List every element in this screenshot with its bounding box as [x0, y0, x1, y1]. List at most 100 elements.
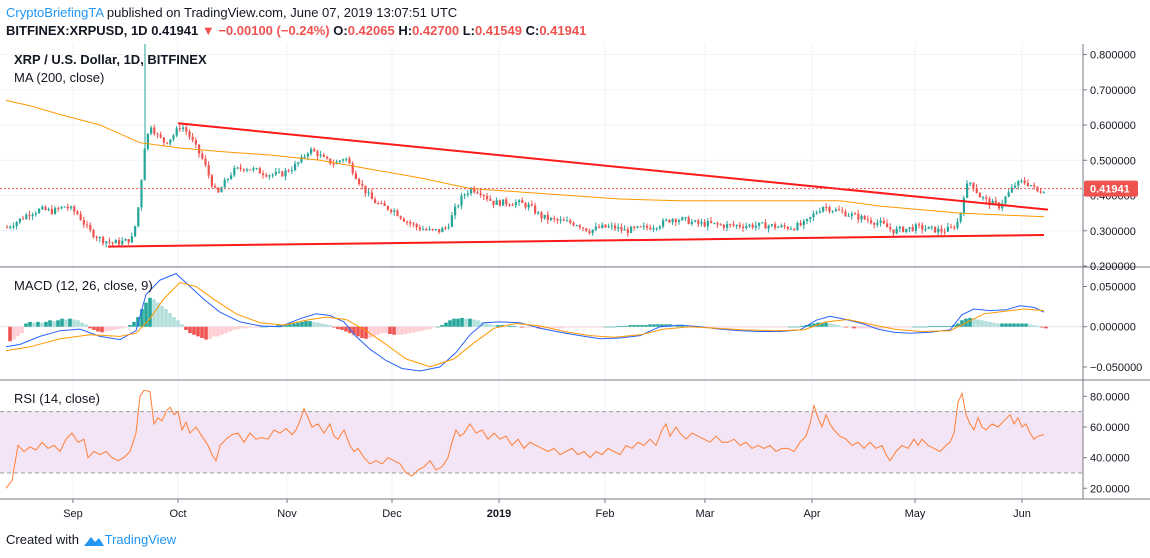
macd-hist-bar — [508, 325, 512, 327]
macd-hist-bar — [452, 318, 456, 327]
candle-body — [569, 220, 572, 223]
candle-body — [703, 222, 706, 227]
candle-body — [662, 220, 665, 227]
candle-body — [130, 236, 133, 243]
candle-body — [1020, 180, 1023, 182]
macd-hist-bar — [576, 326, 580, 328]
macd-pane: MACD (12, 26, close, 9) — [0, 273, 1083, 372]
price-axis[interactable]: 0.8000000.7000000.6000000.5000000.400000… — [1083, 50, 1136, 273]
candle-body — [524, 203, 527, 208]
candle-body — [102, 237, 105, 244]
macd-hist-bar — [612, 326, 616, 328]
macd-hist-bar — [24, 323, 28, 327]
candle-body — [610, 225, 613, 227]
macd-hist-bar — [428, 326, 432, 330]
macd-hist-bar — [724, 326, 728, 328]
macd-hist-bar — [464, 318, 468, 327]
candle-body — [956, 221, 959, 228]
macd-hist-bar — [720, 326, 724, 328]
macd-hist-bar — [440, 325, 444, 327]
candle-body — [79, 214, 82, 221]
candle-body — [812, 213, 815, 218]
candle-body — [351, 163, 354, 174]
macd-hist-bar — [800, 325, 804, 327]
candle-body — [895, 228, 898, 234]
candle-body — [783, 225, 786, 227]
macd-hist-bar — [132, 321, 136, 327]
candle-body — [764, 222, 767, 229]
candle-body — [562, 219, 565, 221]
candle-body — [780, 225, 783, 227]
candle-body — [370, 192, 373, 200]
macd-hist-bar — [1040, 326, 1044, 328]
macd-hist-bar — [956, 323, 960, 327]
macd-hist-bar — [984, 321, 988, 327]
candle-body — [809, 217, 812, 219]
macd-hist-bar — [172, 317, 176, 327]
chart-area[interactable]: XRP / U.S. Dollar, 1D, BITFINEX MA (200,… — [0, 44, 1150, 529]
macd-hist-bar — [240, 326, 244, 329]
candle-body — [668, 219, 671, 223]
rsi-tick-label: 40.0000 — [1090, 453, 1130, 465]
candle-body — [345, 158, 348, 160]
candle-body — [265, 174, 268, 177]
macd-hist-bar — [484, 323, 488, 327]
candle-body — [713, 222, 716, 224]
candle-body — [447, 226, 450, 228]
candle-body — [226, 178, 229, 180]
price-tick-label: 0.200000 — [1090, 261, 1136, 273]
macd-hist-bar — [416, 326, 420, 332]
time-axis[interactable]: Sep Oct Nov Dec 2019 Feb Mar Apr May Jun — [63, 499, 1031, 520]
rsi-pane-title: RSI (14, close) — [14, 391, 100, 406]
candle-body — [198, 144, 201, 154]
macd-hist-bar — [784, 326, 788, 328]
macd-hist-bar — [84, 324, 88, 327]
tradingview-brand-link[interactable]: TradingView — [104, 532, 177, 547]
candle-body — [1017, 180, 1020, 186]
macd-axis[interactable]: 0.050000 0.000000 −0.050000 — [1083, 282, 1142, 374]
macd-hist-bar — [400, 326, 404, 335]
close-label: C: — [525, 23, 540, 38]
candle-body — [383, 203, 386, 207]
macd-hist-bar — [940, 325, 944, 327]
candle-body — [140, 180, 143, 208]
macd-hist-bar — [20, 326, 24, 334]
macd-hist-bar — [868, 326, 872, 329]
last-price-badge-text: 0.41941 — [1090, 184, 1130, 196]
descending-resistance-line — [177, 122, 1049, 211]
price-tick-label: 0.500000 — [1090, 155, 1136, 167]
macd-hist-bar — [356, 326, 360, 337]
candle-body — [745, 226, 748, 229]
published-text: published on TradingView.com, June 07, 2… — [103, 5, 458, 20]
candle-body — [937, 228, 940, 233]
time-tick-label: 2019 — [487, 508, 511, 520]
candle-body — [642, 225, 645, 227]
macd-hist-bar — [860, 326, 864, 329]
macd-hist-bar — [808, 324, 812, 327]
macd-hist-bar — [92, 326, 96, 330]
author-link[interactable]: CryptoBriefingTA — [6, 5, 104, 20]
last-price: 0.41941 — [151, 23, 199, 38]
macd-hist-bar — [88, 326, 92, 329]
candle-body — [98, 237, 101, 239]
open-label: O: — [333, 23, 348, 38]
macd-hist-bar — [708, 326, 712, 328]
macd-hist-bar — [244, 326, 248, 329]
candle-body — [652, 228, 655, 230]
last-price-badge: 0.41941 — [1084, 180, 1138, 197]
macd-hist-bar — [776, 326, 780, 328]
candle-body — [166, 142, 169, 144]
candle-body — [313, 149, 316, 152]
candle-body — [316, 151, 319, 156]
candle-body — [73, 206, 76, 212]
macd-hist-bar — [384, 326, 388, 334]
macd-hist-bar — [212, 326, 216, 337]
candle-body — [700, 222, 703, 224]
candle-body — [722, 224, 725, 228]
candle-body — [278, 171, 281, 173]
ascending-support-line — [107, 233, 1045, 248]
candle-body — [540, 212, 543, 219]
macd-hist-bar — [408, 326, 412, 334]
rsi-axis[interactable]: 80.0000 60.0000 40.0000 20.0000 — [1083, 391, 1130, 495]
macd-hist-bar — [736, 326, 740, 328]
